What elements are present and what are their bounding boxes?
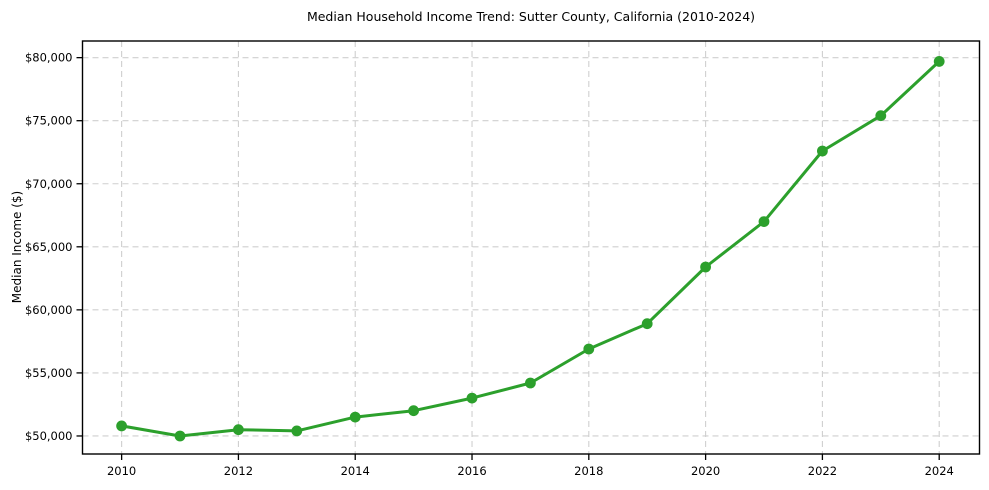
data-point <box>933 56 945 67</box>
data-layer <box>116 56 945 442</box>
y-tick-label: $55,000 <box>25 366 73 380</box>
data-point <box>641 318 653 330</box>
y-tick-label: $65,000 <box>25 240 73 254</box>
axes-frame <box>81 40 981 455</box>
data-point <box>408 405 419 417</box>
data-point <box>116 420 127 432</box>
data-point <box>875 110 887 122</box>
data-point <box>700 261 711 273</box>
x-tick-label: 2020 <box>691 464 720 478</box>
x-tick-label: 2012 <box>224 464 253 478</box>
y-tick-label: $60,000 <box>25 303 73 317</box>
y-tick-label: $80,000 <box>25 51 73 65</box>
data-point <box>817 145 828 157</box>
axes-layer: 2010 2012 2014 2016 2018 2020 2022 2024 $50,000 $… <box>25 40 981 478</box>
x-tick-label: 2024 <box>925 464 954 478</box>
data-point <box>174 430 186 442</box>
data-point <box>291 425 303 437</box>
x-tick-label: 2014 <box>341 464 370 478</box>
data-point <box>525 377 536 389</box>
y-axis-label: Median Income ($) <box>10 191 24 303</box>
y-tick-label: $75,000 <box>25 114 73 128</box>
x-tick-label: 2022 <box>808 464 837 478</box>
data-point <box>233 424 244 436</box>
chart-title: Median Household Income Trend: Sutter Co… <box>307 9 755 24</box>
data-point <box>758 216 770 228</box>
x-tick-label: 2018 <box>574 464 603 478</box>
data-point <box>583 343 595 355</box>
x-tick-label: 2016 <box>457 464 486 478</box>
x-tick-label: 2010 <box>107 464 136 478</box>
y-tick-label: $70,000 <box>25 177 73 191</box>
data-point <box>349 411 361 423</box>
grid-layer <box>82 41 980 454</box>
y-tick-label: $50,000 <box>25 429 73 443</box>
data-point <box>466 392 478 404</box>
